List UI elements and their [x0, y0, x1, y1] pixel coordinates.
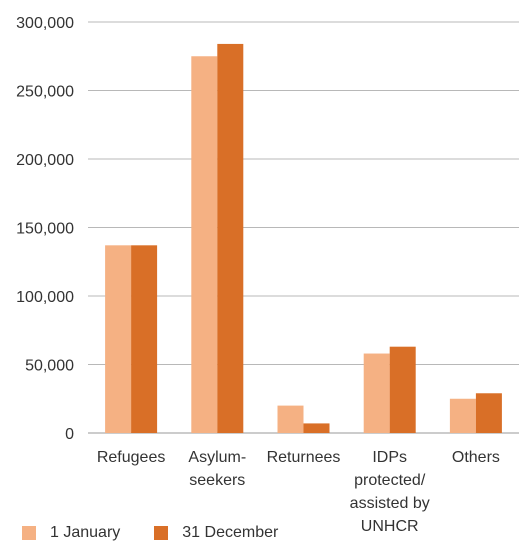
x-category-label-line: Returnees: [267, 449, 341, 466]
bar-31-december: [475, 393, 502, 433]
bar-31-december: [131, 245, 158, 433]
bar-31-december: [389, 346, 416, 433]
y-tick-label: 150,000: [16, 221, 74, 238]
gridlines: [88, 21, 519, 434]
y-tick-label: 300,000: [16, 15, 74, 32]
bars: [105, 43, 502, 434]
x-category-label: Returnees: [267, 449, 341, 466]
y-tick-label: 50,000: [25, 358, 74, 375]
x-category-label-line: IDPs: [372, 449, 407, 466]
y-tick-label: 0: [65, 426, 74, 443]
legend-label-31-december: 31 December: [182, 524, 279, 541]
legend-label-1-january: 1 January: [50, 524, 121, 541]
x-category-label: Asylum-seekers: [188, 449, 246, 489]
legend-item-1-january: 1 January: [22, 524, 120, 542]
bar-31-december: [217, 43, 244, 434]
x-category-label-line: seekers: [189, 472, 245, 489]
x-axis-category-labels: Refugees Asylum-seekers Returnees IDPs prote…: [97, 449, 500, 535]
legend: 1 January 31 December: [22, 522, 312, 544]
bar-1-january: [277, 405, 304, 433]
x-category-label-line: Refugees: [97, 449, 166, 466]
legend-swatch-1-january: [22, 526, 36, 540]
y-tick-label: 200,000: [16, 152, 74, 169]
legend-swatch-31-december: [154, 526, 169, 540]
bar-31-december: [303, 423, 330, 433]
x-category-label-line: Others: [452, 449, 500, 466]
bar-1-january: [105, 245, 132, 433]
y-tick-label: 250,000: [16, 84, 74, 101]
x-category-label-line: protected/: [354, 472, 426, 489]
legend-item-31-december: 31 December: [154, 524, 278, 542]
y-axis-tick-labels: 0 50,000 100,000 150,000 200,000 250,000 300,0…: [16, 15, 74, 443]
x-category-label-line: UNHCR: [361, 518, 419, 535]
x-category-label: Refugees: [97, 449, 166, 466]
bar-1-january: [191, 56, 218, 433]
x-category-label: Others: [452, 449, 500, 466]
x-category-label-line: Asylum-: [188, 449, 246, 466]
y-tick-label: 100,000: [16, 289, 74, 306]
x-category-label-line: assisted by: [350, 495, 430, 512]
bar-1-january: [363, 353, 390, 433]
bar-1-january: [449, 398, 476, 433]
x-category-label: IDPs protected/assisted by UNHCR: [350, 449, 430, 535]
